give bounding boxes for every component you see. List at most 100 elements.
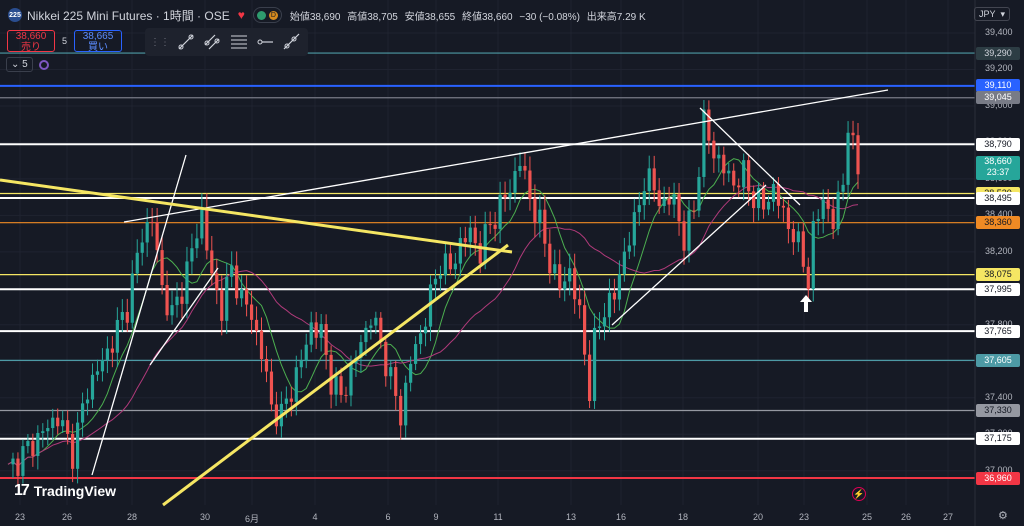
candle-body <box>533 198 537 224</box>
settings-gear-icon[interactable]: ⚙ <box>998 510 1008 522</box>
candle-body <box>185 261 189 304</box>
candle-body <box>508 192 512 198</box>
candle-body <box>831 208 835 230</box>
candle-body <box>602 317 607 327</box>
candle-body <box>826 199 830 209</box>
time-tick-label: 13 <box>565 512 577 522</box>
indicators-toggle[interactable]: ⌄ 5 <box>6 57 33 72</box>
close-value: 38,660 <box>481 11 513 23</box>
candle-body <box>761 187 766 210</box>
candle-body <box>667 198 671 205</box>
parallel-channel-tool-icon[interactable] <box>202 31 221 53</box>
candle-body <box>563 281 567 290</box>
volume-label: 出来高 <box>586 11 617 23</box>
price-tick-label: 39,000 <box>985 99 1013 110</box>
candle-body <box>538 209 542 224</box>
candle-body <box>145 221 149 243</box>
time-tick-label: 23 <box>798 512 810 522</box>
candle-body <box>558 264 562 290</box>
candle-body <box>299 360 303 368</box>
yellow-trend-ascending <box>162 243 509 507</box>
candle-body <box>240 289 244 299</box>
candle-body <box>732 170 736 186</box>
candle-body <box>175 296 179 306</box>
last-price-value: 38,660 <box>984 155 1012 166</box>
price-level-label: 38,660 23:37 <box>976 155 1020 180</box>
candle-body <box>90 374 95 400</box>
candle-body <box>135 252 139 274</box>
heart-icon[interactable]: ♥ <box>237 8 245 22</box>
candle-body <box>503 194 507 198</box>
indicator-row: ⌄ 5 <box>6 57 49 72</box>
status-pill[interactable]: D <box>252 7 282 23</box>
candle-body <box>836 191 840 230</box>
candle-body <box>473 227 477 244</box>
candle-body <box>150 221 154 223</box>
price-level-label: 37,995 <box>976 282 1020 296</box>
candle-body <box>66 420 70 434</box>
candle-body <box>463 238 467 243</box>
candle-body <box>662 198 666 207</box>
candle-body <box>553 264 557 274</box>
candle-body <box>284 398 288 404</box>
drawing-toolbar: ⋮⋮ <box>145 28 308 56</box>
candle-body <box>806 266 810 290</box>
candle-body <box>225 276 229 321</box>
candle-body <box>568 268 572 282</box>
time-tick-label: 6 <box>385 512 391 522</box>
chart-header: 225 Nikkei 225 Mini Futures · 1時間 · OSE … <box>0 0 650 30</box>
moving-average-line <box>7 158 859 468</box>
candle-body <box>254 319 259 331</box>
candle-body <box>841 184 845 192</box>
volume-value: 7.29 K <box>616 11 646 23</box>
candle-body <box>249 304 254 320</box>
horizontal-ray-tool-icon[interactable] <box>255 31 274 53</box>
candle-body <box>612 292 617 300</box>
up-arrow-marker <box>800 295 812 312</box>
sell-button[interactable]: 38,660 売り <box>7 30 55 53</box>
candle-body <box>51 417 55 429</box>
candle-body <box>36 432 40 456</box>
candle-body <box>344 394 348 396</box>
chart-title[interactable]: Nikkei 225 Mini Futures · 1時間 · OSE <box>27 8 230 23</box>
flash-icon[interactable]: ⚡ <box>852 487 866 501</box>
price-tick-label: 39,400 <box>985 27 1013 37</box>
candle-body <box>438 275 443 279</box>
candle-body <box>587 354 592 402</box>
price-level-label: 38,360 <box>976 216 1020 230</box>
candle-body <box>165 284 169 316</box>
candle-body <box>61 420 65 427</box>
candle-body <box>324 324 328 355</box>
candle-body <box>617 274 622 300</box>
candle-body <box>259 330 264 359</box>
candle-body <box>697 176 701 211</box>
price-tick-label: 37,800 <box>985 318 1013 329</box>
trend-line-right-fall <box>699 107 801 206</box>
price-level-label: 39,045 <box>976 91 1020 105</box>
candle-body <box>498 194 502 229</box>
candle-body <box>210 250 214 274</box>
candle-body <box>816 218 820 221</box>
candle-body <box>289 398 293 402</box>
candle-body <box>384 341 388 377</box>
trend-line-right-rise <box>611 184 767 326</box>
fib-retracement-tool-icon[interactable] <box>229 31 248 53</box>
candle-body <box>707 109 711 141</box>
candle-body <box>389 367 393 377</box>
ray-tool-icon[interactable] <box>282 31 301 53</box>
candle-body <box>190 248 194 262</box>
candle-body <box>786 207 791 229</box>
buy-label: 買い <box>88 42 108 53</box>
drag-handle-icon[interactable]: ⋮⋮ <box>150 36 170 48</box>
candle-body <box>583 305 587 355</box>
price-tick-label: 38,400 <box>985 209 1013 220</box>
trend-line-tool-icon[interactable] <box>176 31 195 53</box>
currency-selector[interactable]: JPY ▾ <box>974 7 1010 21</box>
time-tick-label: 4 <box>312 512 318 522</box>
buy-button[interactable]: 38,665 買い <box>74 30 122 53</box>
indicator-ring-icon[interactable] <box>38 59 49 70</box>
candle-body <box>856 135 860 175</box>
candle-body <box>647 168 651 192</box>
time-tick-label: 9 <box>433 512 439 522</box>
